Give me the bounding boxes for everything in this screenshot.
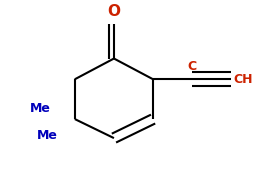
Text: O: O: [107, 4, 121, 19]
Text: C: C: [188, 60, 197, 73]
Text: Me: Me: [37, 129, 58, 142]
Text: CH: CH: [234, 73, 253, 86]
Text: Me: Me: [30, 102, 50, 115]
